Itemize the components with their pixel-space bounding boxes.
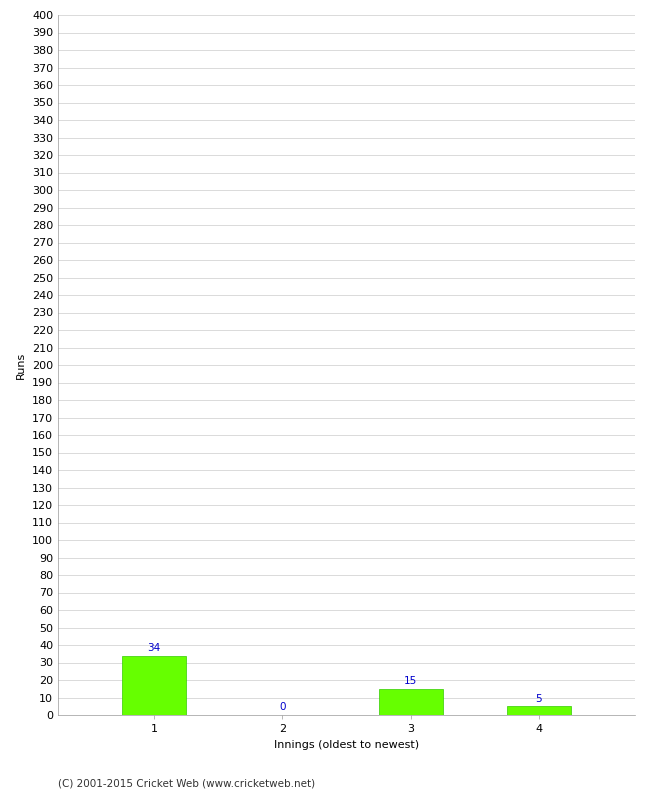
Y-axis label: Runs: Runs <box>16 351 27 378</box>
Text: 34: 34 <box>148 643 161 653</box>
Text: 0: 0 <box>279 702 285 712</box>
X-axis label: Innings (oldest to newest): Innings (oldest to newest) <box>274 739 419 750</box>
Text: 5: 5 <box>536 694 542 704</box>
Bar <box>378 689 443 715</box>
Bar <box>122 655 186 715</box>
Text: (C) 2001-2015 Cricket Web (www.cricketweb.net): (C) 2001-2015 Cricket Web (www.cricketwe… <box>58 778 315 788</box>
Bar <box>507 706 571 715</box>
Text: 15: 15 <box>404 676 417 686</box>
